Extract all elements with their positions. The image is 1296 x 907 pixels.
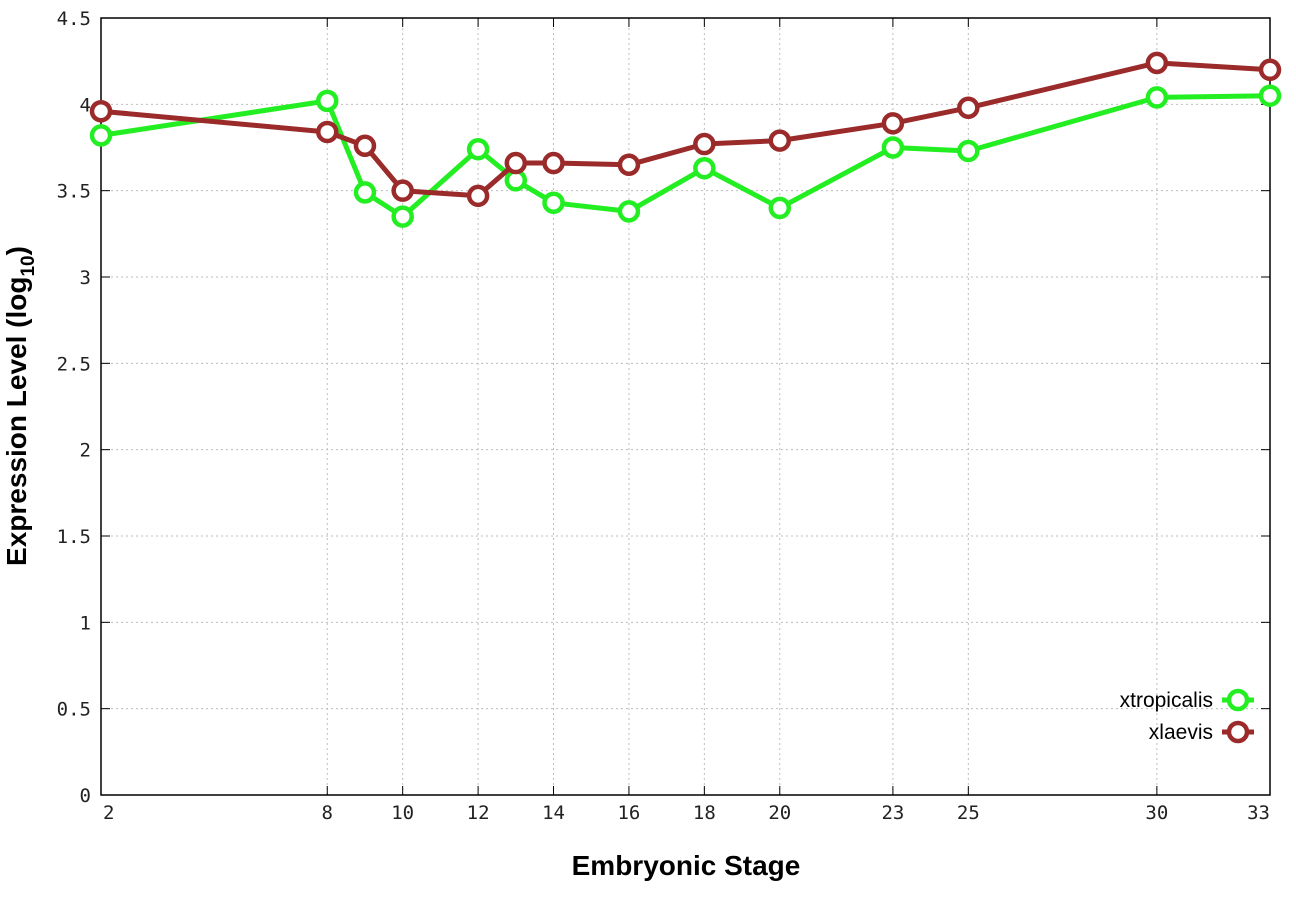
axis-ticks: 0 0.5 1 1.5 2 2.5 3 3.5 4 4.5 2 8 10 12 14 16 18 20 23 25 30…	[57, 8, 1271, 824]
data-point-xlaevis	[1145, 51, 1169, 75]
x-tick-label: 25	[957, 802, 980, 824]
y-tick-label: 2	[80, 440, 91, 462]
x-tick-label: 8	[322, 802, 333, 824]
grid-lines	[101, 18, 1270, 795]
y-tick-label: 4.5	[57, 8, 91, 30]
y-axis-title-subscript: 10	[18, 255, 39, 276]
y-tick-label: 2.5	[57, 353, 91, 375]
x-tick-label: 10	[391, 802, 414, 824]
data-point-xtropicalis	[89, 124, 113, 147]
data-point-xlaevis	[617, 153, 641, 177]
y-axis-title-main: Expression Level (log	[1, 277, 32, 566]
data-point-xlaevis	[504, 151, 528, 175]
data-point-xtropicalis	[353, 181, 377, 204]
data-point-xlaevis	[391, 179, 414, 202]
data-point-xlaevis	[316, 120, 339, 144]
legend-label-xlaevis: xlaevis	[1149, 721, 1213, 744]
data-point-xtropicalis	[693, 156, 716, 180]
data-point-xtropicalis	[881, 136, 905, 159]
series-lines	[89, 51, 1282, 228]
y-tick-label: 0.5	[57, 699, 91, 721]
legend-marker-xtropicalis	[1226, 688, 1250, 712]
x-tick-label: 16	[617, 802, 640, 824]
data-point-xtropicalis	[466, 137, 490, 161]
data-point-xtropicalis	[768, 196, 792, 220]
legend-marker-xlaevis	[1226, 720, 1250, 744]
x-tick-label: 30	[1145, 802, 1168, 824]
data-point-xtropicalis	[1258, 84, 1282, 107]
data-point-xtropicalis	[1145, 86, 1169, 109]
y-tick-label: 4	[80, 94, 91, 116]
y-tick-label: 3.5	[57, 181, 91, 203]
y-axis-title: Expression Level (log10)	[1, 246, 39, 566]
x-tick-label: 18	[693, 802, 716, 824]
data-point-xtropicalis	[316, 89, 339, 113]
data-point-xlaevis	[881, 112, 905, 135]
data-point-xlaevis	[693, 132, 716, 156]
x-axis-title: Embryonic Stage	[572, 850, 801, 881]
plot-frame	[100, 17, 1271, 796]
data-point-xtropicalis	[957, 139, 980, 163]
y-tick-label: 0	[80, 785, 91, 807]
series-line-xlaevis	[100, 60, 1271, 199]
data-point-xlaevis	[353, 134, 377, 158]
y-tick-label: 1	[80, 612, 91, 634]
y-axis-title-close: )	[1, 246, 32, 255]
legend: xtropicalis xlaevis	[1120, 688, 1254, 744]
x-tick-label: 2	[103, 802, 114, 824]
x-tick-label: 12	[467, 802, 490, 824]
data-point-xtropicalis	[617, 200, 641, 223]
legend-label-xtropicalis: xtropicalis	[1120, 689, 1213, 712]
data-point-xtropicalis	[542, 191, 565, 215]
data-point-xtropicalis	[391, 205, 414, 228]
data-point-xlaevis	[768, 129, 792, 152]
x-tick-label: 20	[768, 802, 791, 824]
data-point-xlaevis	[1258, 58, 1282, 82]
data-point-xlaevis	[466, 184, 490, 208]
x-tick-label: 33	[1247, 802, 1270, 824]
data-point-xlaevis	[542, 151, 565, 175]
data-point-xlaevis	[89, 99, 113, 123]
series-line-xtropicalis	[100, 93, 1271, 220]
data-point-xlaevis	[957, 96, 980, 120]
y-tick-label: 1.5	[57, 526, 91, 548]
x-tick-label: 14	[542, 802, 565, 824]
y-tick-label: 3	[80, 267, 91, 289]
x-tick-label: 23	[881, 802, 904, 824]
